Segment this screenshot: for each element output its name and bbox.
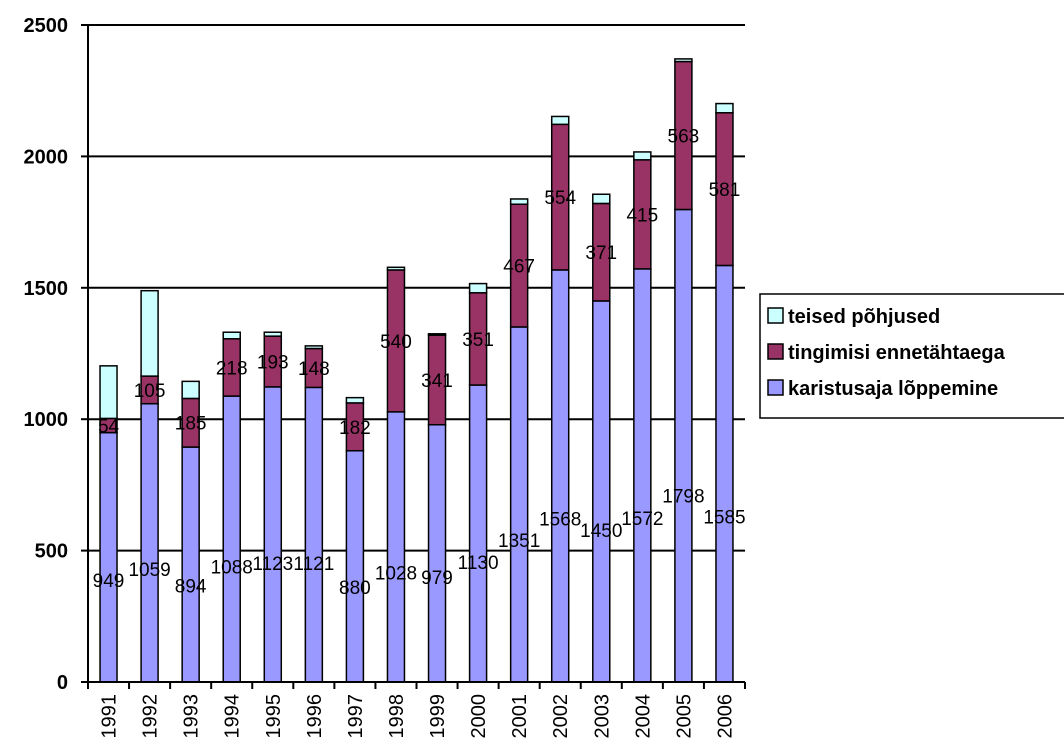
data-label: 182 (339, 418, 371, 439)
y-tick-label: 2000 (24, 146, 69, 168)
data-label: 185 (175, 414, 207, 435)
data-label: 1121 (293, 554, 334, 575)
data-label: 563 (668, 127, 700, 148)
bar-segment (674, 58, 693, 63)
bar-segment (386, 266, 406, 271)
x-tick-label: 2000 (468, 694, 490, 739)
x-tick-label: 1999 (427, 694, 449, 739)
data-label: 894 (175, 577, 207, 598)
bar-segment (427, 333, 447, 336)
data-label: 218 (216, 358, 248, 379)
data-label: 148 (298, 359, 330, 380)
data-label: 554 (544, 188, 576, 209)
x-tick-label: 1993 (181, 694, 203, 739)
data-label: 1123 (252, 554, 293, 575)
data-label: 1572 (621, 509, 663, 530)
data-label: 467 (503, 257, 535, 278)
bar-segment (633, 268, 652, 683)
bar-segment (386, 411, 406, 683)
bar-segment (633, 151, 652, 161)
legend-label: karistusaja lõppemine (788, 378, 998, 400)
bar-segment (222, 331, 241, 340)
data-label: 1450 (580, 521, 622, 542)
x-tick-label: 1998 (386, 694, 408, 739)
y-tick-label: 500 (35, 541, 68, 563)
bar-segment (468, 384, 488, 683)
data-label: 341 (421, 371, 453, 392)
bar-segment (263, 386, 283, 683)
legend: teised põhjused tingimisi ennetähtaega kar… (759, 293, 1064, 419)
bar-segment (509, 326, 529, 683)
x-tick-label: 2003 (591, 694, 613, 739)
data-label: 371 (585, 243, 617, 264)
bar-segment (181, 380, 200, 400)
bar-segment (304, 386, 324, 683)
data-label: 581 (709, 180, 741, 201)
bar-segment (427, 423, 447, 683)
data-labels: 949 54 1059 105 894 185 1088 218 1123 193 1121 148 8… (93, 127, 746, 600)
data-label: 54 (98, 417, 120, 438)
bar-segment (715, 102, 734, 114)
x-tick-label: 1996 (304, 694, 326, 739)
y-tick-label: 1000 (24, 409, 69, 431)
data-label: 105 (134, 381, 166, 402)
legend-label: teised põhjused (788, 306, 940, 328)
data-label: 415 (626, 205, 658, 226)
bar-segment (304, 345, 324, 350)
data-label: 880 (339, 578, 371, 599)
bar-segment (509, 198, 529, 205)
x-tick-label: 1994 (222, 694, 244, 739)
bar-segment (99, 365, 118, 420)
bar-segment (592, 300, 611, 683)
bar-segment (222, 395, 241, 683)
x-tick-label: 1991 (99, 694, 121, 739)
data-label: 979 (421, 568, 453, 589)
legend-swatch (767, 379, 784, 396)
bar-segment (550, 269, 570, 683)
data-label: 351 (462, 330, 494, 351)
legend-box (759, 293, 1064, 419)
data-label: 1059 (128, 560, 170, 581)
y-tick-label: 2500 (24, 15, 69, 37)
legend-swatch (767, 307, 784, 324)
bar-segment (99, 431, 118, 683)
legend-label: tingimisi ennetähtaega (788, 342, 1006, 364)
x-tick-label: 1995 (263, 694, 285, 739)
x-tick-label: 2006 (714, 694, 736, 739)
y-tick-label: 1500 (24, 278, 69, 300)
legend-swatch (767, 343, 784, 360)
bar-segment (345, 396, 365, 404)
data-label: 1798 (662, 486, 704, 507)
data-label: 1568 (539, 509, 581, 530)
bar-segment (181, 446, 200, 683)
data-label: 1585 (703, 508, 745, 529)
data-label: 540 (380, 332, 412, 353)
x-tick-label: 2004 (632, 694, 654, 739)
x-tick-label: 1992 (140, 694, 162, 739)
x-tick-label: 2002 (550, 694, 572, 739)
bar-segment (263, 331, 283, 337)
data-label: 1088 (211, 557, 253, 578)
bar-segment (468, 282, 488, 294)
bar-segment (715, 264, 734, 683)
bar-segment (674, 208, 693, 683)
bar-segment (345, 449, 365, 683)
bar-segment (550, 115, 570, 126)
data-label: 1130 (458, 553, 499, 574)
bar-segment (592, 193, 611, 205)
data-label: 193 (257, 353, 289, 374)
x-tick-label: 2001 (509, 694, 531, 739)
data-label: 949 (93, 571, 125, 592)
bar-segment (140, 289, 159, 377)
bar-segment (140, 402, 159, 683)
x-tick-label: 2005 (673, 694, 695, 739)
y-tick-label: 0 (57, 672, 68, 694)
x-tick-label: 1997 (345, 694, 367, 739)
data-label: 1028 (375, 563, 417, 584)
axes: 0 500 1000 1500 2000 2500 1991 1992 1993 1994 1995… (24, 15, 746, 739)
data-label: 1351 (498, 531, 540, 552)
